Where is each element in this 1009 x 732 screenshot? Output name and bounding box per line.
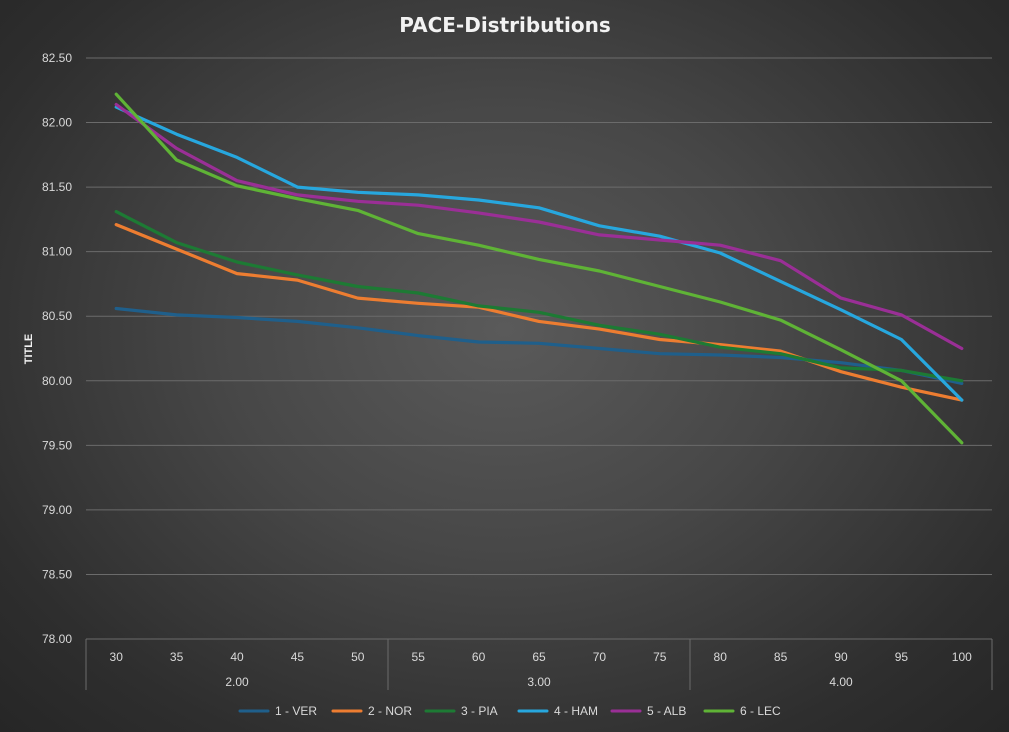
y-tick-label: 81.00 — [42, 245, 72, 259]
x-tick-label: 45 — [291, 650, 305, 664]
x-tick-label: 50 — [351, 650, 365, 664]
x-tick-label: 75 — [653, 650, 667, 664]
x-tick-label: 80 — [714, 650, 728, 664]
series-lines — [114, 92, 964, 445]
legend-label: 1 - VER — [275, 704, 317, 718]
series-line-4-ham — [114, 105, 964, 402]
x-tick-label: 95 — [895, 650, 909, 664]
gridlines — [86, 57, 992, 640]
x-tick-label: 65 — [532, 650, 546, 664]
x-tick-label: 55 — [412, 650, 426, 664]
y-tick-label: 80.00 — [42, 374, 72, 388]
legend-label: 6 - LEC — [740, 704, 781, 718]
y-tick-label: 82.00 — [42, 116, 72, 130]
x-tick-label: 100 — [952, 650, 972, 664]
x-tick-label: 30 — [110, 650, 124, 664]
y-tick-label: 80.50 — [42, 309, 72, 323]
series-line-5-alb — [114, 102, 964, 351]
series-line-3-pia — [114, 210, 964, 383]
y-tick-label: 79.50 — [42, 438, 72, 452]
x-tick-label: 40 — [230, 650, 244, 664]
legend-label: 5 - ALB — [647, 704, 686, 718]
y-tick-label: 78.50 — [42, 567, 72, 581]
x-tick-label: 60 — [472, 650, 486, 664]
x-group-label: 3.00 — [527, 675, 551, 689]
x-tick-label: 70 — [593, 650, 607, 664]
legend-label: 2 - NOR — [368, 704, 412, 718]
y-tick-label: 78.00 — [42, 632, 72, 646]
legend-label: 4 - HAM — [554, 704, 598, 718]
legend: 1 - VER 2 - NOR 3 - PIA 4 - HAM 5 - ALB 6 - L… — [238, 704, 781, 718]
x-tick-label: 35 — [170, 650, 184, 664]
y-axis-label: TITLE — [23, 334, 35, 365]
series-line-2-nor — [114, 223, 964, 402]
y-axis-ticks: 78.00 78.50 79.00 79.50 80.00 80.50 81.00 81.50… — [42, 51, 72, 646]
y-tick-label: 79.00 — [42, 503, 72, 517]
y-tick-label: 81.50 — [42, 180, 72, 194]
series-line-6-lec — [114, 92, 964, 445]
x-group-label: 2.00 — [225, 675, 249, 689]
x-tick-label: 90 — [834, 650, 848, 664]
x-axis: 30 35 40 45 50 55 60 65 70 75 80 85 90 95 100 2.00 3.00 4… — [85, 639, 993, 690]
chart-title: PACE-Distributions — [399, 13, 610, 37]
x-tick-label: 85 — [774, 650, 788, 664]
legend-label: 3 - PIA — [461, 704, 498, 718]
y-tick-label: 82.50 — [42, 51, 72, 65]
x-group-label: 4.00 — [829, 675, 853, 689]
series-line-1-ver — [114, 306, 964, 385]
